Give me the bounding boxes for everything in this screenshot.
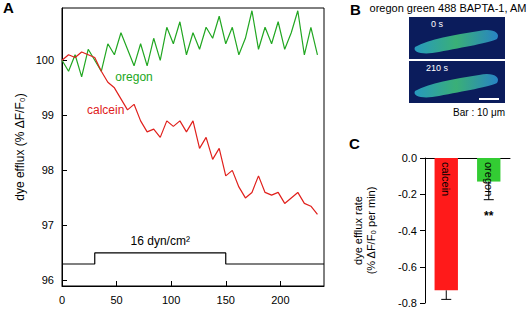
svg-text:calcein: calcein: [87, 103, 124, 117]
svg-text:100: 100: [162, 294, 180, 306]
svg-text:dye efflux rate: dye efflux rate: [352, 196, 364, 265]
svg-text:98: 98: [42, 164, 54, 176]
svg-text:-0.8: -0.8: [398, 297, 417, 309]
svg-text:dye efflux (% ΔF/F₀): dye efflux (% ΔF/F₀): [13, 93, 27, 200]
svg-text:C: C: [349, 135, 360, 152]
svg-text:150: 150: [217, 294, 235, 306]
svg-text:97: 97: [42, 219, 54, 231]
svg-text:-0.6: -0.6: [398, 261, 417, 273]
svg-text:calcein: calcein: [440, 162, 452, 196]
svg-text:200: 200: [271, 294, 289, 306]
svg-text:16 dyn/cm²: 16 dyn/cm²: [131, 234, 190, 248]
svg-text:0 s: 0 s: [431, 19, 444, 29]
svg-text:210 s: 210 s: [426, 63, 449, 73]
svg-text:50: 50: [110, 294, 122, 306]
svg-text:B: B: [350, 1, 361, 18]
svg-text:100: 100: [36, 54, 54, 66]
svg-text:oregon green 488 BAPTA-1, AM: oregon green 488 BAPTA-1, AM: [370, 2, 527, 14]
svg-text:(% ΔF/F₀ per min): (% ΔF/F₀ per min): [365, 187, 377, 275]
svg-text:**: **: [484, 209, 494, 223]
svg-text:0: 0: [59, 294, 65, 306]
svg-text:oregon: oregon: [115, 70, 152, 84]
svg-text:96: 96: [42, 274, 54, 286]
svg-text:A: A: [3, 0, 14, 16]
svg-text:oregon: oregon: [483, 162, 495, 196]
svg-text:0.0: 0.0: [402, 152, 417, 164]
svg-text:-0.4: -0.4: [398, 225, 417, 237]
svg-text:99: 99: [42, 109, 54, 121]
svg-text:-0.2: -0.2: [398, 188, 417, 200]
svg-text:Bar : 10 μm: Bar : 10 μm: [453, 107, 505, 118]
